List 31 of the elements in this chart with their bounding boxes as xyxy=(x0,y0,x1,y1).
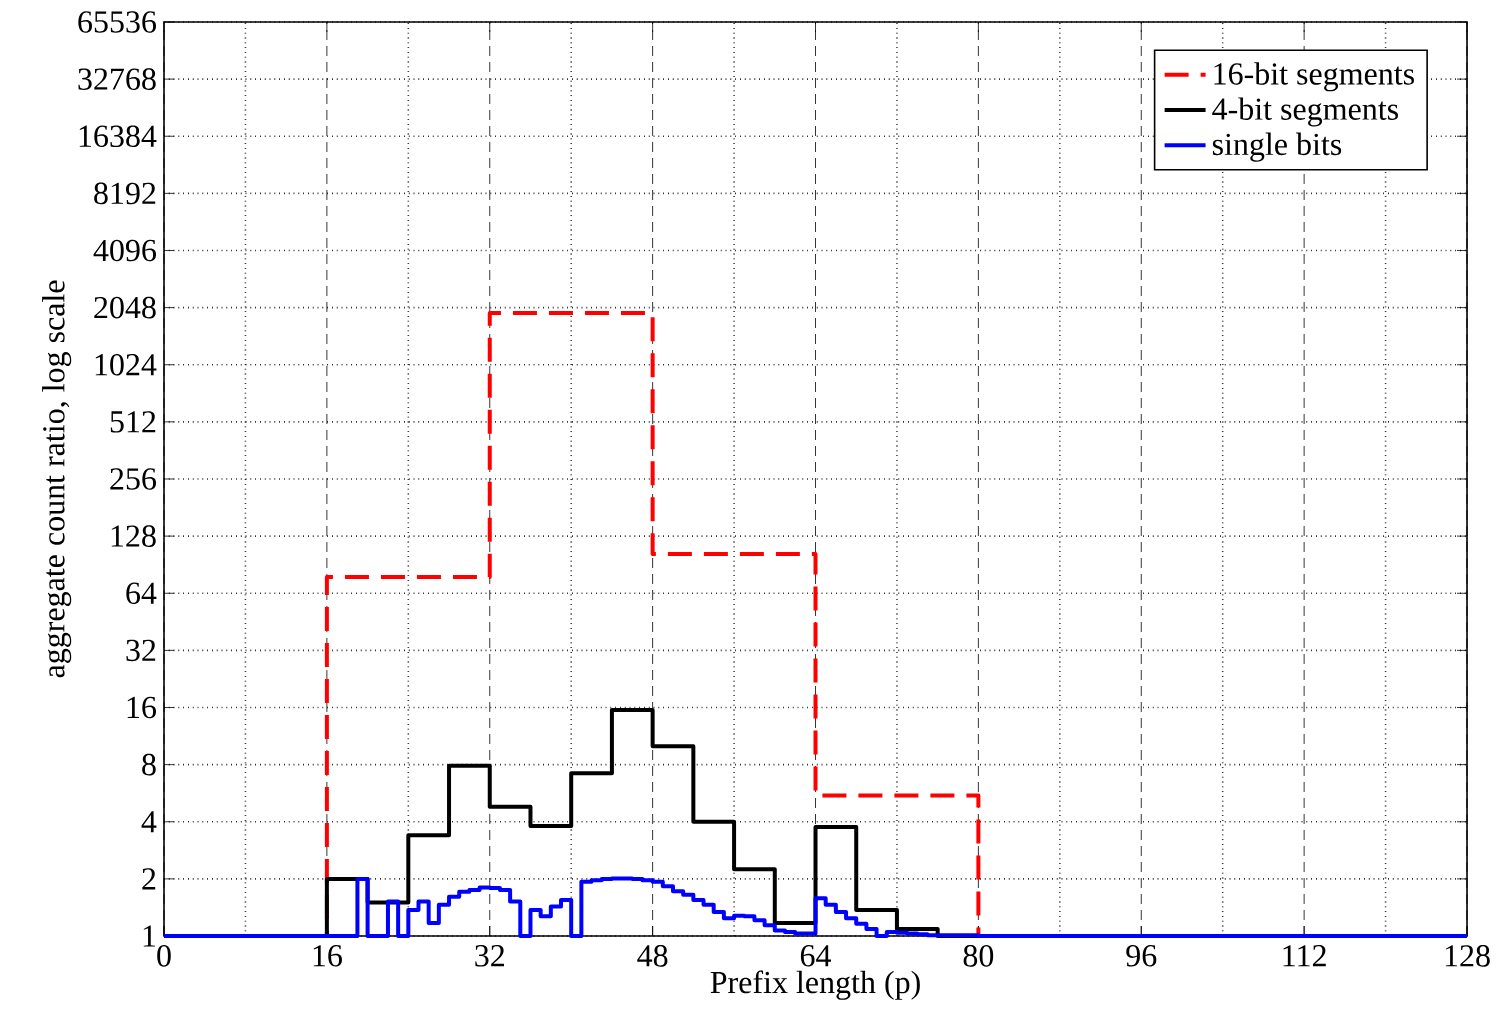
x-tick-label: 64 xyxy=(800,945,831,967)
x-tick-label: 80 xyxy=(963,945,994,967)
x-axis-title: Prefix length (p) xyxy=(710,970,920,1000)
legend-label: 4-bit segments xyxy=(1212,97,1398,127)
y-tick-label: 32768 xyxy=(78,68,156,90)
y-tick-label: 32 xyxy=(126,639,156,662)
y-tick-label: 4 xyxy=(141,811,157,833)
y-tick-label: 4096 xyxy=(93,239,156,262)
x-tick-label: 0 xyxy=(157,945,171,967)
y-tick-label: 8192 xyxy=(94,182,156,205)
x-tick-label: 16 xyxy=(313,945,342,967)
y-tick-label: 64 xyxy=(126,582,157,604)
y-tick-label: 256 xyxy=(110,468,156,490)
y-tick-label: 1024 xyxy=(95,353,157,376)
y-tick-label: 2 xyxy=(142,868,156,890)
x-tick-label: 112 xyxy=(1283,945,1326,967)
y-tick-label: 512 xyxy=(110,411,156,433)
y-tick-label: 1 xyxy=(143,925,156,947)
legend-label: single bits xyxy=(1212,132,1342,162)
y-tick-label: 16384 xyxy=(79,125,157,148)
legend-label: 16-bit segments xyxy=(1214,62,1414,92)
x-tick-label: 128 xyxy=(1445,945,1490,967)
y-tick-label: 16 xyxy=(127,696,156,719)
y-tick-label: 2048 xyxy=(94,296,156,319)
x-tick-label: 96 xyxy=(1126,945,1157,967)
y-axis-title: aggregate count ratio, log scale xyxy=(42,280,72,678)
x-tick-label: 48 xyxy=(637,945,668,967)
y-tick-label: 8 xyxy=(142,753,156,776)
y-tick-label: 65536 xyxy=(78,11,156,33)
y-tick-label: 128 xyxy=(111,525,156,547)
x-tick-label: 32 xyxy=(475,945,504,967)
